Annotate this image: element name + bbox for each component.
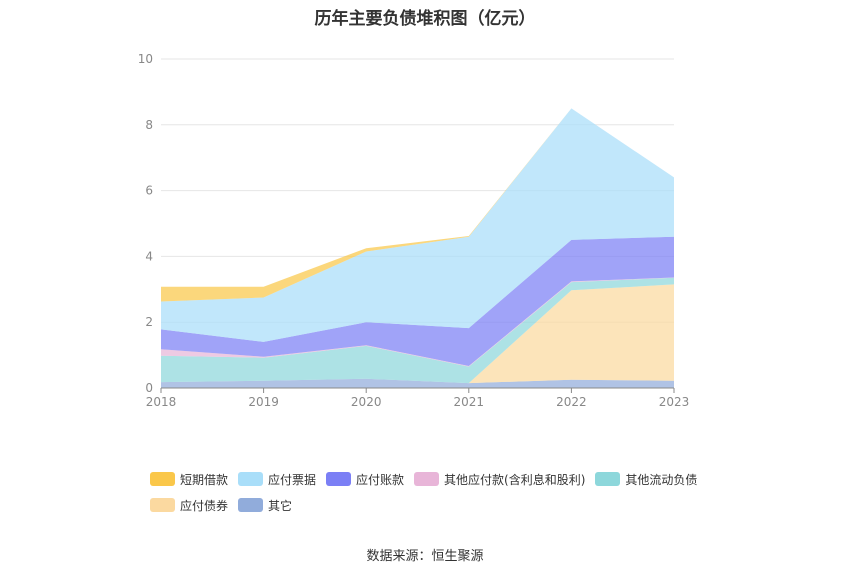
area-series-1[interactable] [161, 284, 674, 384]
x-tick-label: 2021 [454, 395, 485, 409]
area-series-0[interactable] [161, 378, 674, 388]
stacked-area-chart: 0 2 4 6 8 10 2018 2019 2020 2021 2022 2023 [138, 52, 690, 409]
legend-item[interactable]: 其它 [238, 497, 292, 513]
legend-swatch [150, 498, 175, 512]
legend-label: 短期借款 [180, 472, 229, 487]
area-series-4[interactable] [161, 236, 674, 366]
legend-swatch [238, 472, 264, 486]
legend-item[interactable]: 应付账款 [326, 471, 404, 487]
y-tick-label: 4 [145, 249, 153, 263]
legend-item[interactable]: 其他应付款(含利息和股利) [414, 471, 585, 487]
y-tick-label: 0 [145, 381, 153, 395]
legend-swatch [150, 472, 175, 486]
legend-label: 其它 [268, 498, 293, 513]
chart-title: 历年主要负债堆积图（亿元） [314, 9, 536, 29]
legend: 短期借款 应付票据 应付账款 其他应付款(含利息和股利) 其他流动负债应付债券 其它 [150, 471, 750, 523]
x-tick-label: 2020 [351, 395, 382, 409]
area-series-5[interactable] [161, 108, 674, 342]
x-tick-label: 2018 [146, 395, 177, 409]
legend-swatch [414, 472, 440, 486]
y-tick-label: 10 [138, 52, 153, 66]
legend-label: 应付账款 [356, 472, 405, 487]
legend-label: 其他应付款(含利息和股利) [444, 472, 586, 487]
legend-item[interactable]: 短期借款 [150, 471, 228, 487]
x-tick-label: 2019 [248, 395, 279, 409]
axes: 0 2 4 6 8 10 2018 2019 2020 2021 2022 2023 [138, 52, 690, 409]
legend-label: 应付票据 [268, 472, 317, 487]
area-series-2[interactable] [161, 277, 674, 384]
legend-label: 其他流动负债 [625, 472, 698, 487]
legend-swatch [595, 472, 621, 486]
area-series [161, 108, 674, 388]
legend-item[interactable]: 应付债券 [150, 497, 228, 513]
legend-swatch [326, 472, 352, 486]
legend-swatch [238, 498, 264, 512]
x-tick-label: 2023 [659, 395, 690, 409]
data-source: 数据来源：恒生聚源 [366, 549, 484, 564]
y-tick-label: 2 [145, 315, 153, 329]
legend-label: 应付债券 [180, 498, 229, 513]
x-tick-label: 2022 [556, 395, 587, 409]
y-tick-label: 8 [145, 118, 153, 132]
legend-item[interactable]: 应付票据 [238, 471, 316, 487]
legend-item[interactable]: 其他流动负债 [595, 471, 697, 487]
y-tick-label: 6 [145, 184, 153, 198]
